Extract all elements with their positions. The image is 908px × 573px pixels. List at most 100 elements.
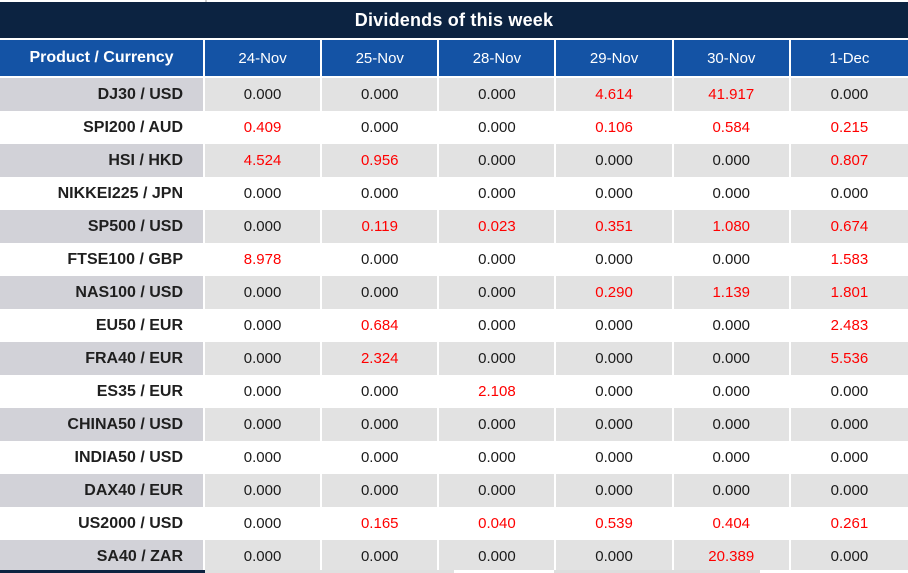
dividend-value: 0.584 [673, 111, 791, 144]
dividend-value: 0.000 [556, 144, 674, 177]
dividend-value: 0.000 [556, 474, 674, 507]
product-label: CHINA50 / USD [0, 408, 205, 441]
table-row: FTSE100 / GBP 8.978 0.000 0.000 0.000 0.000 1.… [0, 243, 908, 276]
dividend-value: 0.000 [205, 309, 323, 342]
dividend-value: 0.000 [673, 474, 791, 507]
dividend-value: 0.000 [322, 375, 440, 408]
dividend-value: 0.000 [556, 441, 674, 474]
dividend-value: 0.000 [205, 375, 323, 408]
table-row: HSI / HKD 4.524 0.956 0.000 0.000 0.000 0.807 [0, 144, 908, 177]
dividend-value: 0.000 [439, 540, 557, 573]
product-label: SP500 / USD [0, 210, 205, 243]
next-section-edge-grey [205, 570, 454, 573]
dividend-value: 0.106 [556, 111, 674, 144]
product-label: INDIA50 / USD [0, 441, 205, 474]
dividend-value: 0.000 [790, 408, 908, 441]
dividend-value: 0.000 [322, 78, 440, 111]
column-header-date-2: 25-Nov [322, 40, 440, 78]
dividend-value: 0.000 [322, 474, 440, 507]
dividend-value: 0.000 [439, 78, 557, 111]
table-row: INDIA50 / USD 0.000 0.000 0.000 0.000 0.000 0.… [0, 441, 908, 474]
table-row: SP500 / USD 0.000 0.119 0.023 0.351 1.080 0.67… [0, 210, 908, 243]
column-header-product: Product / Currency [0, 40, 205, 78]
dividend-value: 0.000 [556, 243, 674, 276]
dividend-value: 0.000 [790, 177, 908, 210]
table-row: CHINA50 / USD 0.000 0.000 0.000 0.000 0.000 0.… [0, 408, 908, 441]
table-header-row: Product / Currency 24-Nov 25-Nov 28-Nov … [0, 40, 908, 78]
dividend-value: 0.000 [673, 408, 791, 441]
dividend-value: 0.000 [322, 276, 440, 309]
dividend-value: 0.539 [556, 507, 674, 540]
dividend-value: 0.351 [556, 210, 674, 243]
dividend-value: 0.000 [556, 540, 674, 573]
dividend-value: 0.000 [439, 441, 557, 474]
page-title: Dividends of this week [354, 9, 554, 30]
dividend-value: 0.000 [673, 441, 791, 474]
dividend-value: 0.000 [673, 342, 791, 375]
dividend-value: 1.139 [673, 276, 791, 309]
dividend-value: 0.000 [673, 375, 791, 408]
product-label: EU50 / EUR [0, 309, 205, 342]
dividend-value: 0.000 [322, 408, 440, 441]
dividend-value: 0.000 [673, 144, 791, 177]
dividend-value: 1.801 [790, 276, 908, 309]
top-gap [0, 0, 908, 2]
dividend-value: 0.000 [205, 276, 323, 309]
dividend-value: 0.000 [322, 111, 440, 144]
dividend-value: 0.000 [205, 342, 323, 375]
dividend-value: 0.000 [439, 144, 557, 177]
product-label: NIKKEI225 / JPN [0, 177, 205, 210]
product-label: FRA40 / EUR [0, 342, 205, 375]
dividend-value: 0.165 [322, 507, 440, 540]
table-row: FRA40 / EUR 0.000 2.324 0.000 0.000 0.000 5.53… [0, 342, 908, 375]
table-row: US2000 / USD 0.000 0.165 0.040 0.539 0.404 0.2… [0, 507, 908, 540]
column-header-date-4: 29-Nov [556, 40, 674, 78]
gridline-remnant [205, 0, 207, 2]
dividend-value: 0.000 [556, 342, 674, 375]
dividend-value: 1.583 [790, 243, 908, 276]
table-body: DJ30 / USD 0.000 0.000 0.000 4.614 41.917 0.00… [0, 78, 908, 573]
column-header-date-5: 30-Nov [673, 40, 791, 78]
dividend-value: 0.040 [439, 507, 557, 540]
table-row: NAS100 / USD 0.000 0.000 0.000 0.290 1.139 1.8… [0, 276, 908, 309]
dividend-value: 0.000 [556, 408, 674, 441]
product-label: US2000 / USD [0, 507, 205, 540]
product-label: NAS100 / USD [0, 276, 205, 309]
dividend-value: 0.956 [322, 144, 440, 177]
dividend-value: 0.000 [439, 342, 557, 375]
dividend-value: 0.000 [556, 177, 674, 210]
dividend-value: 0.000 [790, 540, 908, 573]
dividend-value: 4.614 [556, 78, 674, 111]
dividend-value: 2.108 [439, 375, 557, 408]
table-row: DAX40 / EUR 0.000 0.000 0.000 0.000 0.000 0.00… [0, 474, 908, 507]
dividend-value: 2.483 [790, 309, 908, 342]
dividend-value: 0.000 [205, 210, 323, 243]
dividend-value: 0.000 [439, 111, 557, 144]
next-section-edge [0, 570, 908, 573]
dividend-value: 0.000 [790, 78, 908, 111]
product-label: FTSE100 / GBP [0, 243, 205, 276]
column-header-date-1: 24-Nov [205, 40, 323, 78]
next-section-edge-grey [554, 570, 760, 573]
next-section-edge-navy [0, 570, 205, 573]
product-label: SPI200 / AUD [0, 111, 205, 144]
dividend-value: 0.409 [205, 111, 323, 144]
product-label: HSI / HKD [0, 144, 205, 177]
dividend-value: 20.389 [673, 540, 791, 573]
product-label: ES35 / EUR [0, 375, 205, 408]
dividend-value: 0.000 [556, 309, 674, 342]
dividend-value: 0.404 [673, 507, 791, 540]
dividend-value: 0.000 [205, 441, 323, 474]
table-row: DJ30 / USD 0.000 0.000 0.000 4.614 41.917 0.00… [0, 78, 908, 111]
dividend-value: 0.023 [439, 210, 557, 243]
product-label: DAX40 / EUR [0, 474, 205, 507]
table-title-bar: Dividends of this week [0, 2, 908, 38]
dividend-value: 41.917 [673, 78, 791, 111]
dividend-value: 2.324 [322, 342, 440, 375]
dividend-value: 0.000 [205, 507, 323, 540]
dividend-value: 0.000 [322, 540, 440, 573]
dividend-value: 0.000 [205, 408, 323, 441]
dividend-value: 0.000 [205, 474, 323, 507]
product-label: DJ30 / USD [0, 78, 205, 111]
dividend-value: 0.000 [439, 309, 557, 342]
